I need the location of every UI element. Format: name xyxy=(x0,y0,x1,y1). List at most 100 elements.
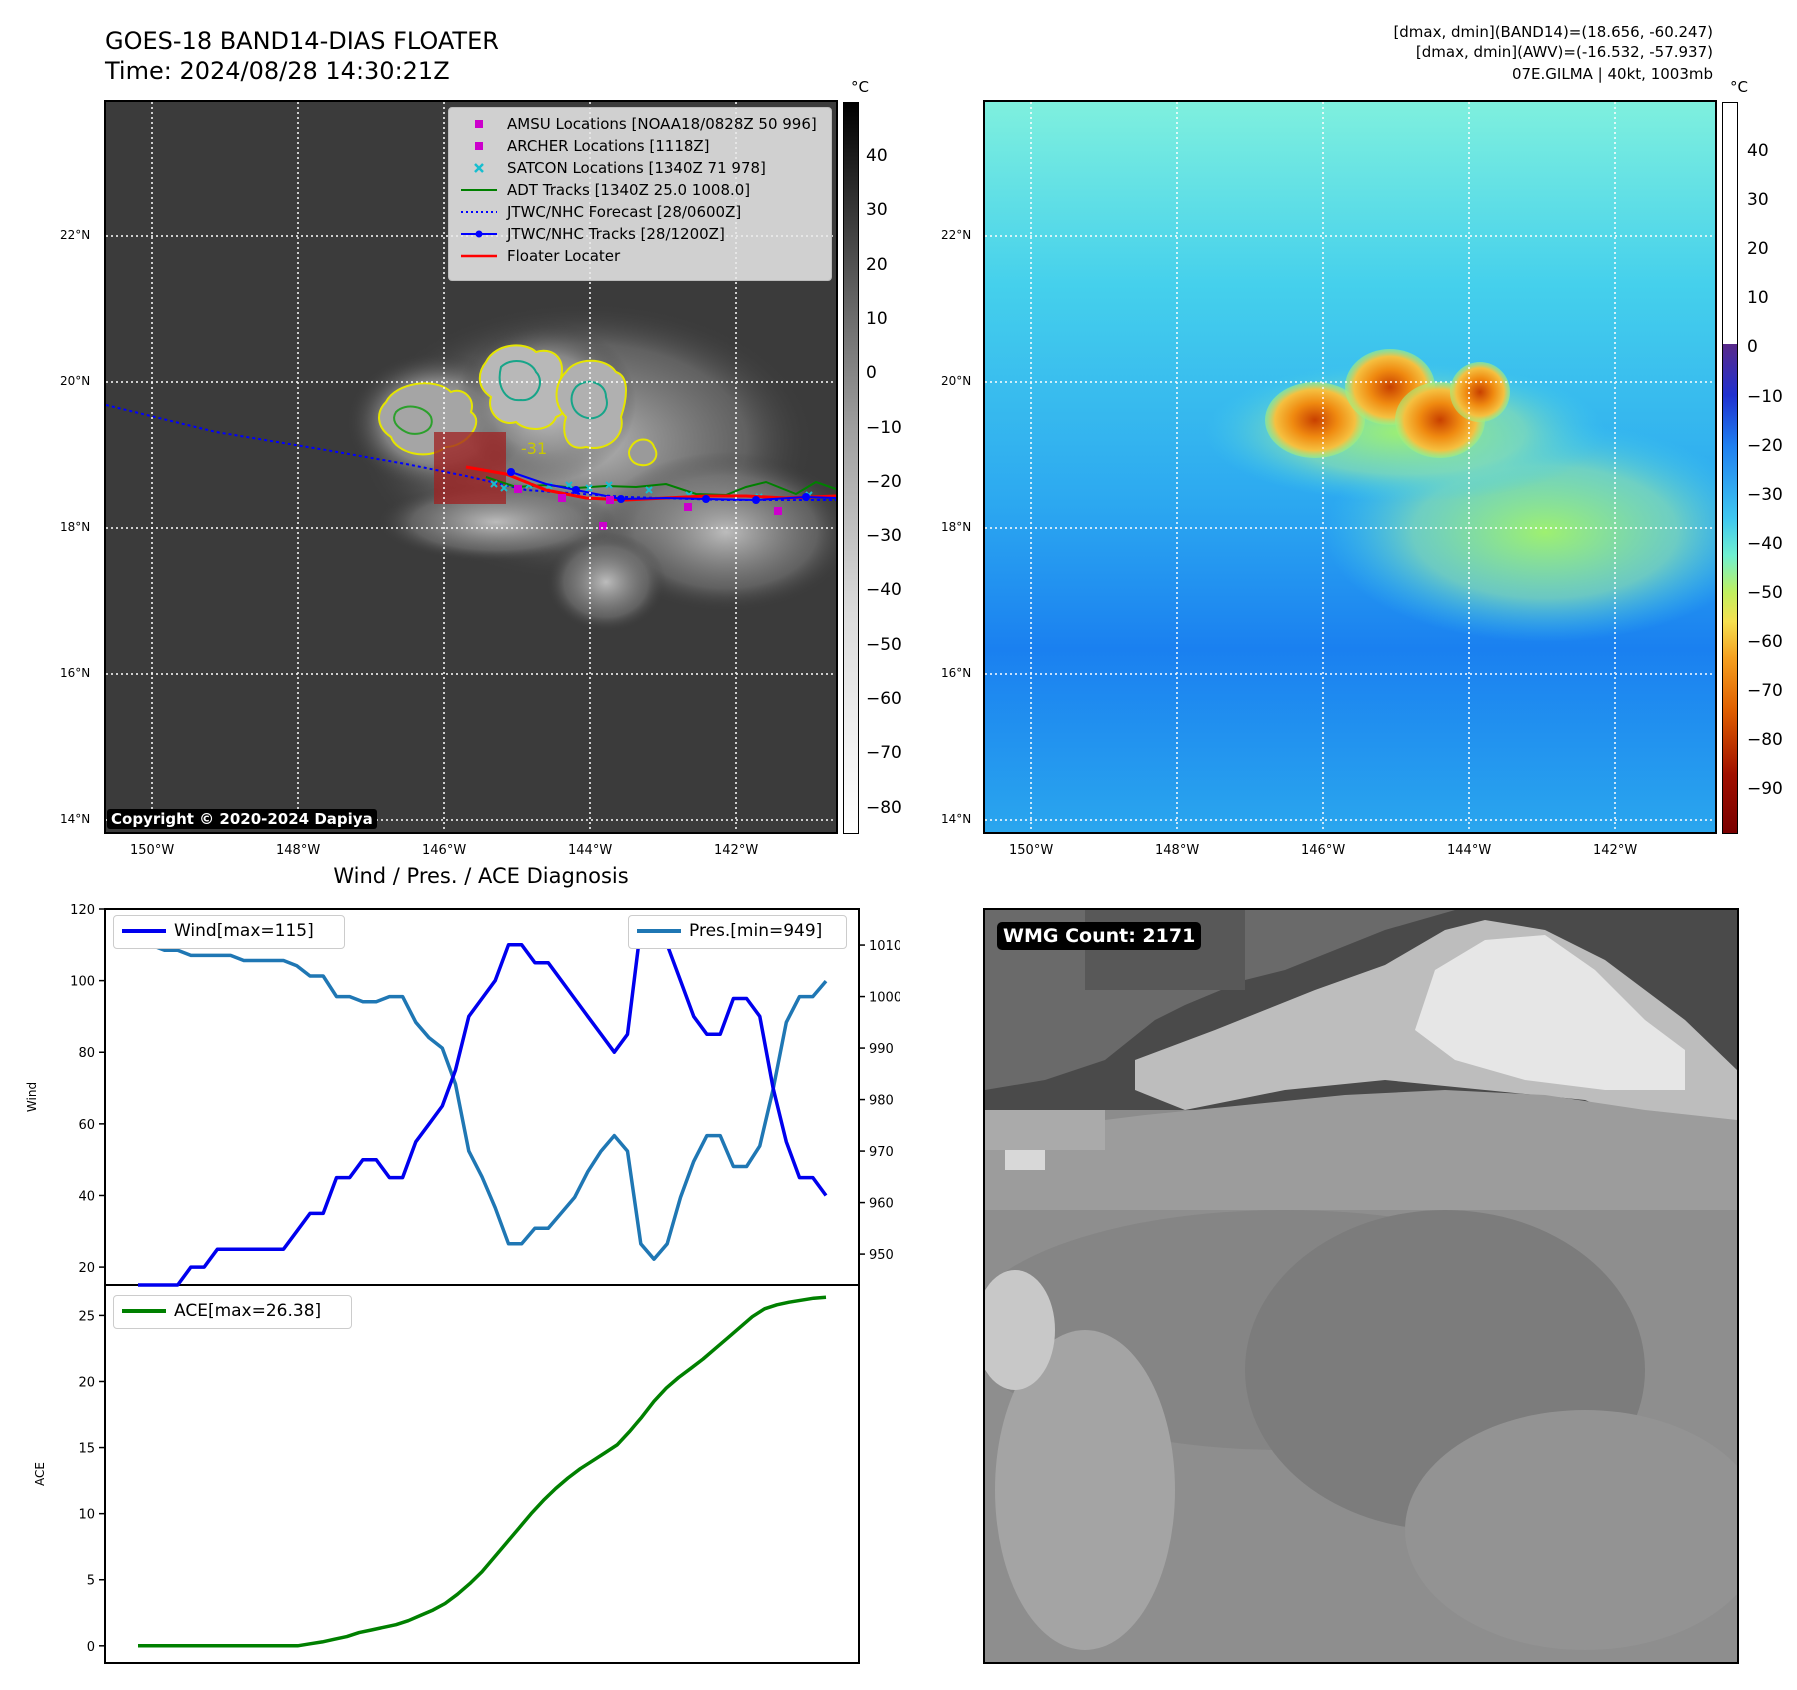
colorbar-right-tick: 0 xyxy=(1747,337,1758,358)
wind-axis-tick-label: 100 xyxy=(70,975,95,990)
track-legend: AMSU Locations [NOAA18/0828Z 50 996] ARC… xyxy=(448,107,832,281)
awv-lon-148: 148°W xyxy=(1155,843,1200,858)
colorbar-right-tick: 40 xyxy=(1747,141,1769,161)
wind-series-line xyxy=(138,925,828,1287)
ir-map-panel: -31 AMSU Locations [NOAA18/0828Z xyxy=(104,100,838,834)
pressure-axis-tick-label: 990 xyxy=(869,1042,894,1057)
awv-lat-22: 22°N xyxy=(941,228,972,242)
info-band14-range: [dmax, dmin](BAND14)=(18.656, -60.247) xyxy=(1393,23,1713,41)
pressure-axis-tick-label: 1010 xyxy=(869,939,900,954)
colorbar-left-tick: 20 xyxy=(866,254,888,275)
ir-lat-20: 20°N xyxy=(60,374,91,388)
colorbar-left-tick: −50 xyxy=(866,634,902,655)
colorbar-right-tick: −60 xyxy=(1747,632,1783,652)
pressure-axis-tick-label: 970 xyxy=(869,1145,894,1160)
colorbar-left-tick: −60 xyxy=(866,689,902,709)
wmg-count-badge: WMG Count: 2171 xyxy=(997,922,1202,950)
colorbar-right-unit: °C xyxy=(1730,78,1748,96)
colorbar-left-tick: 10 xyxy=(866,308,888,329)
ir-lat-14: 14°N xyxy=(60,812,91,826)
colorbar-right-tick: −30 xyxy=(1747,484,1783,505)
colorbar-left xyxy=(843,102,859,834)
colorbar-right xyxy=(1722,102,1738,834)
colorbar-left-tick: 30 xyxy=(866,200,888,221)
ace-axis-tick-label: 25 xyxy=(78,1309,95,1324)
wmg-canvas xyxy=(985,910,1737,1662)
awv-lon-144: 144°W xyxy=(1447,843,1492,858)
awv-gridlines xyxy=(985,102,1715,832)
colorbar-right-tick: −90 xyxy=(1747,779,1783,800)
awv-lat-16: 16°N xyxy=(941,666,972,680)
colorbar-right-tick: −70 xyxy=(1747,681,1783,702)
wind-axis-tick-label: 80 xyxy=(78,1046,95,1061)
ir-lat-18: 18°N xyxy=(60,520,91,534)
diagnosis-chart: 20 40 60 80 100 120 950 960 970 980 990 1000 1010 0 5 1… xyxy=(25,903,900,1664)
colorbar-right-tick: 20 xyxy=(1747,239,1769,260)
ace-axis-tick-label: 0 xyxy=(87,1640,95,1655)
colorbar-right-tick: −10 xyxy=(1747,386,1783,407)
pressure-series-line xyxy=(136,918,828,1261)
ace-series-line xyxy=(138,1295,827,1648)
top-axes-frame xyxy=(104,908,860,1286)
amsu-archer-markers xyxy=(514,485,782,530)
wind-axis-tick-label: 40 xyxy=(78,1189,95,1204)
colorbar-right-tick: −20 xyxy=(1747,435,1783,456)
ace-axis-tick-label: 10 xyxy=(78,1508,95,1523)
ir-lat-22: 22°N xyxy=(60,228,91,242)
nhc-track-points xyxy=(507,468,810,504)
colorbar-left-unit: °C xyxy=(851,78,869,96)
colorbar-left-tick: −10 xyxy=(866,417,902,438)
pressure-axis-tick-label: 1000 xyxy=(869,991,900,1006)
figure-title: GOES-18 BAND14-DIAS FLOATER xyxy=(105,27,499,55)
pressure-axis-tick-label: 950 xyxy=(869,1248,894,1263)
contour-label: -31 xyxy=(521,439,547,458)
wmg-panel: WMG Count: 2171 xyxy=(983,908,1739,1664)
info-awv-range: [dmax, dmin](AWV)=(-16.532, -57.937) xyxy=(1415,43,1713,61)
ir-lon-144: 144°W xyxy=(568,843,613,858)
colorbar-left-tick: 40 xyxy=(866,146,888,166)
ace-axis-tick-label: 15 xyxy=(78,1442,95,1457)
awv-map-panel xyxy=(983,100,1717,834)
colorbar-left-tick: 0 xyxy=(866,363,877,384)
awv-lon-150: 150°W xyxy=(1009,843,1054,858)
ir-lon-142: 142°W xyxy=(714,843,759,858)
info-storm: 07E.GILMA | 40kt, 1003mb xyxy=(1511,65,1713,83)
awv-lat-20: 20°N xyxy=(941,374,972,388)
ace-legend: ACE[max=26.38] xyxy=(113,1295,352,1329)
ir-lon-150: 150°W xyxy=(130,843,175,858)
colorbar-left-tick: −70 xyxy=(866,743,902,764)
awv-lon-142: 142°W xyxy=(1593,843,1638,858)
ace-axis-label: ACE xyxy=(33,1462,47,1486)
diag-title: Wind / Pres. / ACE Diagnosis xyxy=(333,864,629,888)
ace-axis-tick-label: 20 xyxy=(78,1375,95,1390)
wind-legend: Wind[max=115] xyxy=(113,915,345,949)
awv-lat-14: 14°N xyxy=(941,812,972,826)
pres-legend-swatch xyxy=(637,929,681,933)
wind-axis-tick-label: 120 xyxy=(70,903,95,918)
colorbar-left-tick: −30 xyxy=(866,526,902,547)
ace-axis-tick-label: 5 xyxy=(87,1574,95,1589)
colorbar-right-tick: −50 xyxy=(1747,582,1783,603)
colorbar-right-tick: −40 xyxy=(1747,533,1783,554)
colorbar-right-tick: 30 xyxy=(1747,190,1769,211)
colorbar-left-tick: −80 xyxy=(866,797,902,818)
ir-lat-16: 16°N xyxy=(60,666,91,680)
pressure-axis-tick-label: 980 xyxy=(869,1094,894,1109)
nhc-track xyxy=(510,471,836,502)
colorbar-right-tick: 10 xyxy=(1747,288,1769,309)
ir-lon-148: 148°W xyxy=(276,843,321,858)
satcon-markers xyxy=(490,480,813,501)
awv-lat-18: 18°N xyxy=(941,520,972,534)
figure-time: Time: 2024/08/28 14:30:21Z xyxy=(105,57,450,85)
ace-legend-swatch xyxy=(122,1309,166,1313)
colorbar-left-tick: −20 xyxy=(866,471,902,492)
ir-lon-146: 146°W xyxy=(422,843,467,858)
awv-map-canvas xyxy=(985,102,1715,832)
pressure-axis-tick-label: 960 xyxy=(869,1197,894,1212)
bottom-axes-frame xyxy=(104,1284,860,1664)
copyright-badge: Copyright © 2020-2024 Dapiya xyxy=(107,809,377,829)
awv-lon-146: 146°W xyxy=(1301,843,1346,858)
colorbar-right-tick: −80 xyxy=(1747,730,1783,751)
colorbar-left-tick: −40 xyxy=(866,580,902,601)
wind-axis-tick-label: 60 xyxy=(78,1118,95,1133)
